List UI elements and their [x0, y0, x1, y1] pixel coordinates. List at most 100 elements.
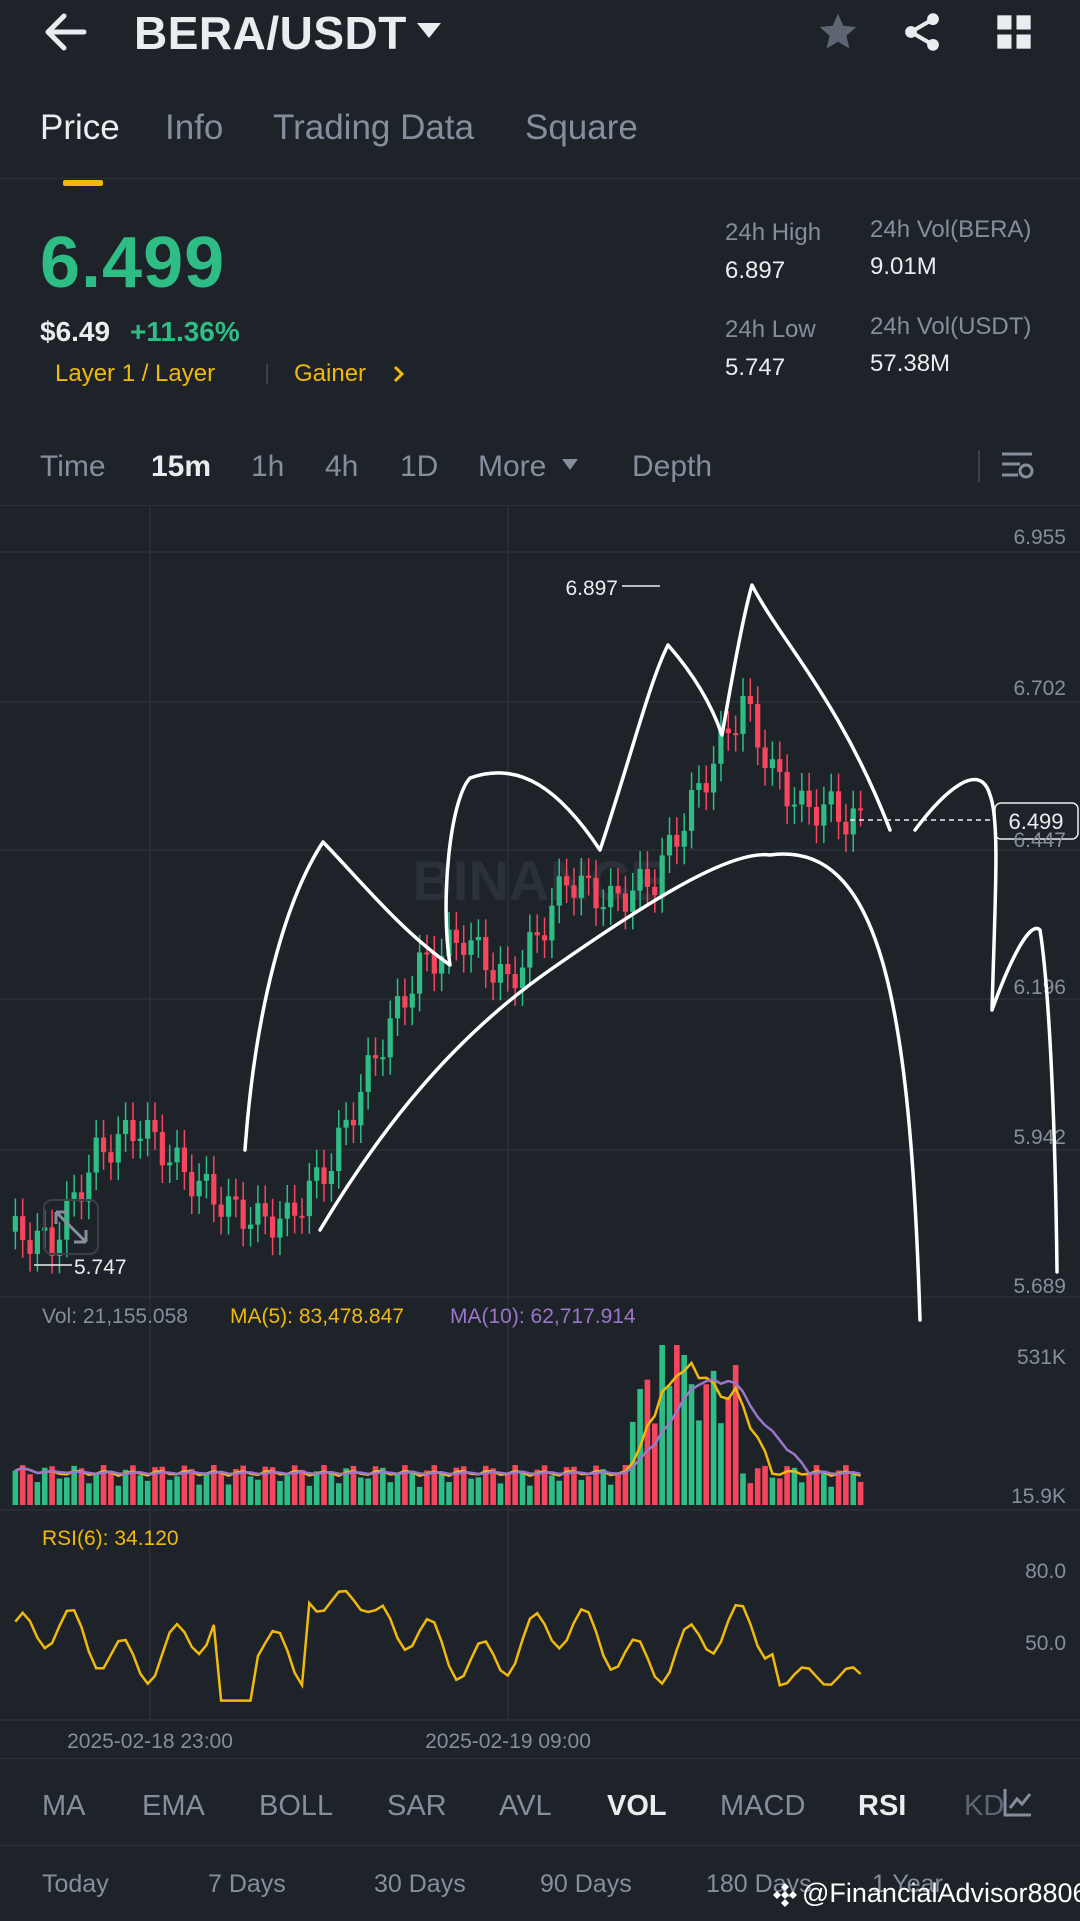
candle-body	[556, 876, 562, 906]
ind-avl[interactable]: AVL	[499, 1790, 552, 1822]
price-change: +11.36%	[130, 316, 240, 347]
tf-1h[interactable]: 1h	[251, 450, 285, 483]
candlestick-chart[interactable]: BINANCE 6.897 5.747 6.499 6.955 6.702 6.…	[0, 505, 1080, 1760]
candle-body	[365, 1055, 371, 1092]
grid-icon[interactable]	[994, 12, 1034, 52]
volume-bar	[233, 1469, 239, 1505]
volume-bar	[27, 1474, 33, 1505]
volume-bar	[666, 1385, 673, 1505]
candle-body	[196, 1180, 202, 1197]
user-watermark: @FinancialAdvisor8806	[802, 1878, 1080, 1908]
volume-bar	[556, 1480, 563, 1505]
star-icon[interactable]	[816, 10, 860, 54]
volume-bar	[56, 1478, 63, 1505]
back-arrow-icon[interactable]	[42, 12, 88, 52]
candle-body	[167, 1162, 173, 1166]
category-tag[interactable]: Layer 1 / Layer	[55, 360, 216, 387]
ind-ma[interactable]: MA	[42, 1790, 86, 1822]
rsi-line	[14, 1589, 862, 1702]
volume-bar	[350, 1465, 357, 1505]
period-30d[interactable]: 30 Days	[374, 1870, 466, 1898]
tab-price[interactable]: Price	[40, 108, 120, 147]
candle-body	[527, 932, 533, 968]
volume-bar	[409, 1470, 416, 1505]
y-label: 6.447	[1013, 829, 1066, 852]
candle-body	[453, 929, 459, 943]
chevron-right-icon[interactable]	[392, 364, 406, 384]
candle-body	[431, 953, 437, 974]
volume-bar	[64, 1477, 70, 1505]
period-7d[interactable]: 7 Days	[208, 1870, 286, 1898]
candle-body	[130, 1120, 136, 1141]
candle-body	[843, 821, 849, 835]
period-divider	[0, 1845, 1080, 1846]
ind-vol[interactable]: VOL	[607, 1790, 667, 1822]
more-caret-icon[interactable]	[561, 458, 579, 471]
candle-body	[769, 759, 775, 769]
gainer-tag[interactable]: Gainer	[294, 360, 367, 387]
volume-bar	[490, 1468, 496, 1505]
ind-macd[interactable]: MACD	[720, 1790, 806, 1822]
vol-quote-value: 57.38M	[870, 350, 951, 377]
tf-depth[interactable]: Depth	[632, 450, 713, 483]
tf-4h[interactable]: 4h	[325, 450, 359, 483]
tab-trading-data[interactable]: Trading Data	[273, 108, 475, 147]
indicator-settings-icon[interactable]	[1002, 1786, 1034, 1818]
period-1y[interactable]: 1 Year	[872, 1870, 943, 1898]
ind-ema[interactable]: EMA	[142, 1790, 205, 1822]
volume-bar	[424, 1470, 430, 1505]
candle-body	[262, 1203, 268, 1217]
candle-body	[637, 868, 643, 891]
candle-body	[688, 789, 695, 831]
period-90d[interactable]: 90 Days	[540, 1870, 632, 1898]
candle-body	[108, 1152, 114, 1163]
volume-bar	[343, 1468, 349, 1505]
candle-body	[703, 783, 709, 793]
volume-bar	[41, 1467, 48, 1505]
volume-bar	[365, 1478, 371, 1505]
chart-settings-icon[interactable]	[1000, 449, 1034, 483]
candle-body	[306, 1180, 312, 1217]
candle-body	[755, 704, 761, 748]
indicator-divider	[0, 1758, 1080, 1759]
volume-bar	[431, 1465, 438, 1505]
pair-title[interactable]: BERA/USDT	[134, 7, 407, 59]
candle-body	[740, 695, 746, 734]
volume-bar	[674, 1345, 680, 1505]
candle-body	[696, 783, 702, 790]
rsi-y-label: 50.0	[1025, 1632, 1066, 1655]
ind-boll[interactable]: BOLL	[259, 1790, 334, 1822]
tab-square[interactable]: Square	[525, 108, 638, 147]
candle-body	[578, 875, 584, 898]
candle-body	[828, 791, 834, 805]
low-label: 24h Low	[725, 316, 816, 343]
tf-1d[interactable]: 1D	[400, 450, 439, 483]
tab-info[interactable]: Info	[165, 108, 224, 147]
candle-body	[100, 1137, 107, 1153]
x-label: 2025-02-18 23:00	[67, 1730, 233, 1753]
candle-body	[343, 1119, 349, 1128]
volume-bar	[93, 1473, 99, 1505]
candle-body	[270, 1216, 276, 1238]
volume-bar	[732, 1365, 739, 1505]
candle-body	[115, 1134, 121, 1163]
tf-15m[interactable]: 15m	[151, 450, 212, 483]
tf-time[interactable]: Time	[40, 450, 106, 483]
volume-bar	[269, 1467, 276, 1505]
chevron-down-icon[interactable]	[416, 22, 442, 40]
candle-body	[497, 963, 504, 983]
share-icon[interactable]	[900, 10, 944, 54]
tf-more[interactable]: More	[478, 450, 547, 483]
vol-base-value: 9.01M	[870, 253, 937, 280]
period-today[interactable]: Today	[42, 1870, 109, 1898]
ind-rsi[interactable]: RSI	[858, 1790, 907, 1822]
ind-kd[interactable]: KD	[964, 1790, 1005, 1822]
volume-bar	[240, 1465, 246, 1505]
candle-body	[292, 1202, 298, 1216]
ind-sar[interactable]: SAR	[387, 1790, 447, 1822]
volume-bar	[740, 1473, 746, 1505]
expand-icon	[43, 1199, 99, 1255]
candle-body	[12, 1216, 18, 1232]
volume-bar	[563, 1467, 570, 1505]
candle-body	[711, 763, 717, 793]
